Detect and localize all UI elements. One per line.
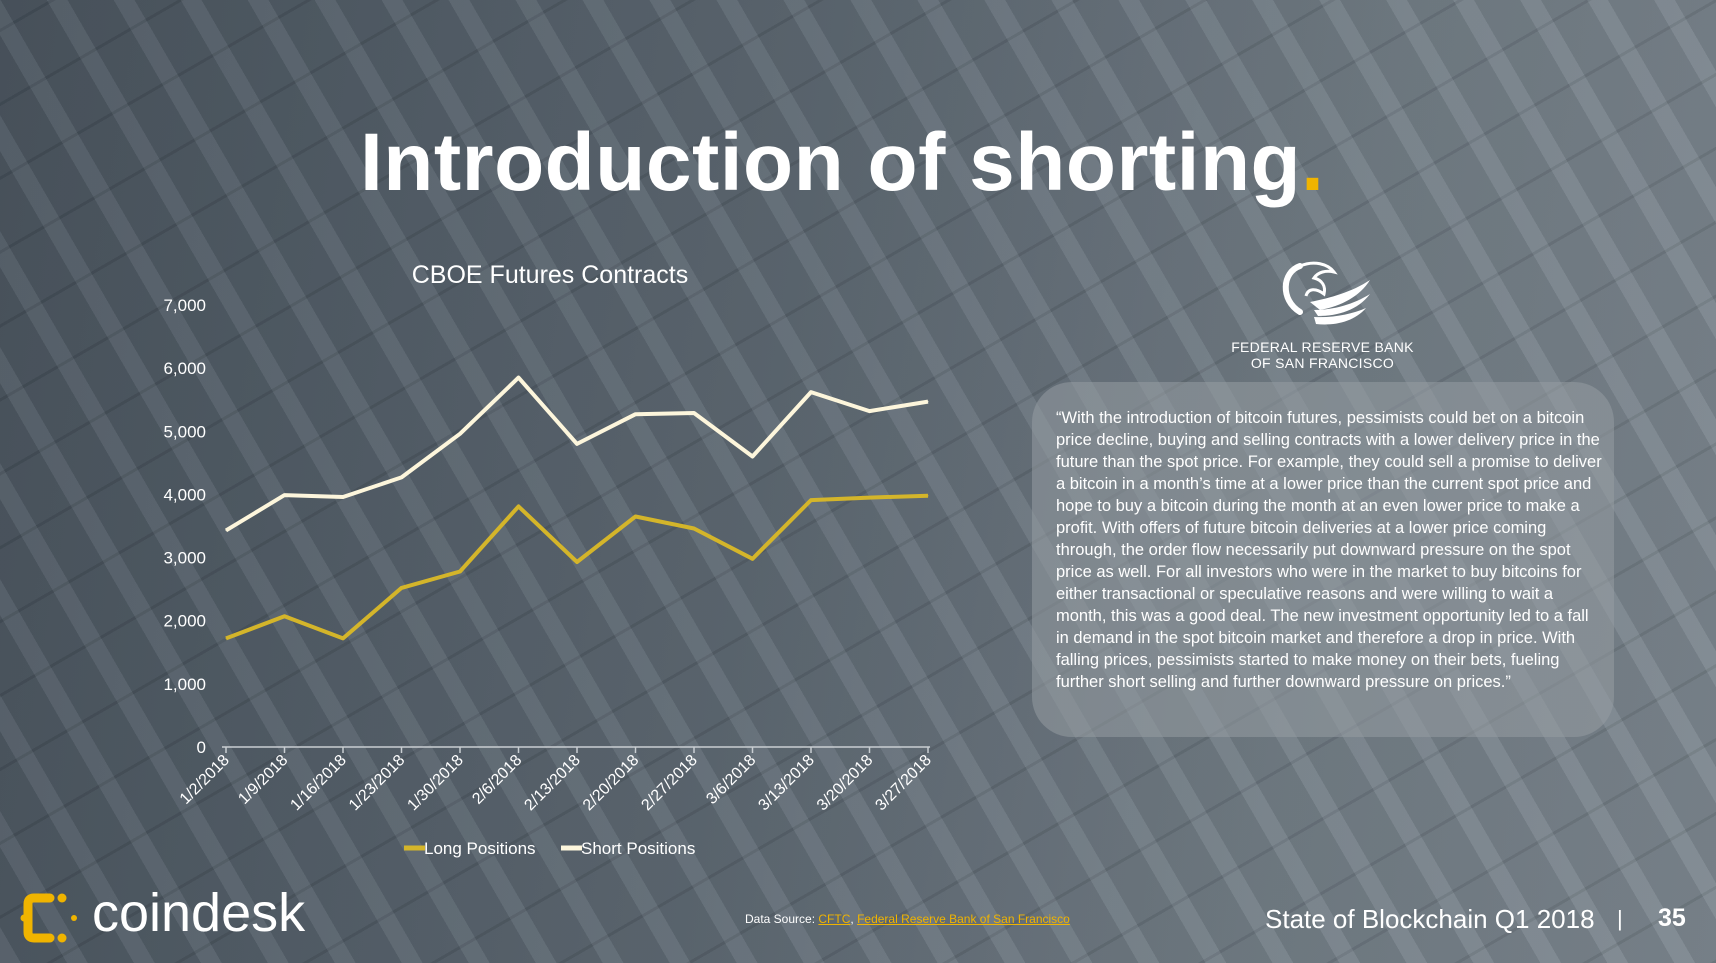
- data-point: [401, 587, 402, 589]
- coindesk-brand: coindesk: [92, 883, 306, 943]
- data-point: [576, 443, 578, 445]
- futures-line-chart: CBOE Futures Contracts 0 1,000 2,000 3,000 4…: [163, 261, 935, 858]
- data-point: [869, 410, 870, 412]
- data-point: [342, 637, 344, 639]
- data-point: [225, 529, 227, 531]
- y-tick-label: 1,000: [163, 675, 206, 694]
- page-number: 35: [1658, 904, 1686, 932]
- x-tick-label: 3/6/2018: [703, 752, 759, 808]
- chart-legend: Long Positions Short Positions: [404, 839, 695, 858]
- y-tick-label: 6,000: [163, 359, 206, 378]
- y-tick-label: 5,000: [163, 422, 206, 441]
- source-separator: ,: [850, 912, 854, 926]
- data-point: [342, 496, 344, 498]
- data-point: [459, 570, 461, 572]
- data-point: [284, 615, 285, 617]
- chart-title: CBOE Futures Contracts: [412, 261, 688, 289]
- y-axis-ticks: 0 1,000 2,000 3,000 4,000 5,000 6,000 7,000: [163, 296, 206, 757]
- data-point: [810, 499, 812, 501]
- series-line-long-positions: [225, 493, 929, 641]
- data-point: [752, 456, 753, 458]
- fed-name-line1: FEDERAL RESERVE BANK: [1231, 339, 1414, 355]
- quote-box: “With the introduction of bitcoin future…: [1032, 382, 1614, 737]
- data-point: [459, 433, 461, 435]
- data-point: [518, 505, 519, 507]
- data-point: [518, 377, 519, 379]
- x-tick-label: 2/13/2018: [521, 752, 583, 814]
- data-point: [284, 494, 285, 496]
- report-title: State of Blockchain Q1 2018: [1265, 904, 1595, 934]
- y-tick-label: 0: [197, 738, 206, 757]
- data-point: [927, 401, 929, 403]
- y-tick-label: 4,000: [163, 485, 206, 504]
- x-tick-label: 2/6/2018: [469, 752, 525, 808]
- legend-label: Short Positions: [581, 839, 695, 858]
- fed-logo: FEDERAL RESERVE BANK OF SAN FRANCISCO: [1230, 254, 1415, 371]
- x-tick-label: 1/9/2018: [235, 752, 291, 808]
- data-point: [693, 528, 695, 530]
- x-tick-label: 1/2/2018: [177, 752, 233, 808]
- data-point: [869, 497, 870, 499]
- source-link-fed[interactable]: Federal Reserve Bank of San Francisco: [857, 912, 1070, 926]
- data-point: [225, 637, 227, 639]
- x-tick-label: 3/27/2018: [872, 752, 934, 814]
- x-axis-ticks: 1/2/2018 1/9/20181/16/20181/23/20181/30/2…: [177, 747, 935, 814]
- y-tick-label: 3,000: [163, 549, 206, 568]
- title-accent-dot: .: [1301, 117, 1325, 208]
- source-label: Data Source:: [745, 912, 816, 926]
- x-tick-label: 1/30/2018: [404, 752, 466, 814]
- x-tick-label: 3/20/2018: [814, 752, 876, 814]
- data-point: [810, 391, 812, 393]
- coindesk-logo-icon: [20, 893, 77, 943]
- slide-title-text: Introduction of shorting: [360, 117, 1302, 208]
- data-point: [635, 516, 636, 518]
- x-tick-label: 2/27/2018: [638, 752, 700, 814]
- series-line-short-positions: [224, 375, 929, 533]
- x-tick-label: 3/13/2018: [755, 752, 817, 814]
- slide-title: Introduction of shorting.: [360, 116, 1324, 210]
- data-point: [693, 412, 695, 414]
- data-point: [576, 561, 578, 563]
- legend-label: Long Positions: [424, 839, 536, 858]
- x-tick-label: 1/23/2018: [346, 752, 408, 814]
- data-point: [927, 495, 929, 497]
- source-link-cftc[interactable]: CFTC: [818, 912, 851, 926]
- series-lines: [224, 375, 929, 641]
- y-tick-label: 7,000: [163, 296, 206, 315]
- fed-name-line2: OF SAN FRANCISCO: [1250, 355, 1395, 371]
- quote-text: “With the introduction of bitcoin future…: [1056, 409, 1602, 691]
- data-point: [752, 558, 753, 560]
- data-point: [635, 413, 636, 415]
- x-tick-label: 2/20/2018: [580, 752, 642, 814]
- y-tick-label: 2,000: [163, 612, 206, 631]
- x-tick-label: 1/16/2018: [287, 752, 349, 814]
- data-source: Data Source: CFTC, Federal Reserve Bank …: [745, 912, 1070, 926]
- data-point: [401, 476, 402, 478]
- eagle-icon: [1282, 261, 1370, 325]
- footer-separator: |: [1617, 906, 1623, 931]
